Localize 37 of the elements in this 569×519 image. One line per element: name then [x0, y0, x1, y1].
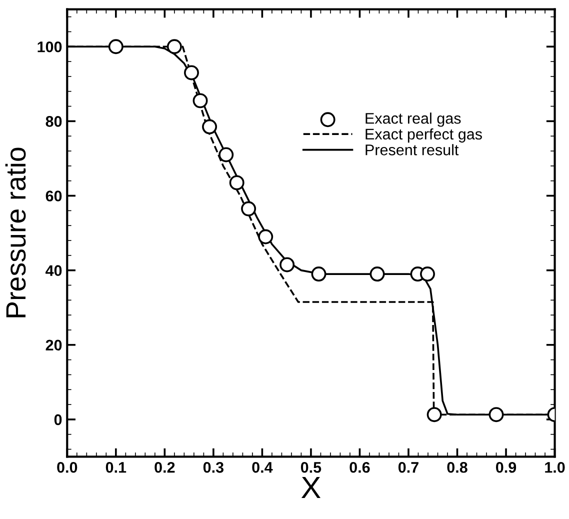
point — [311, 266, 326, 282]
x-tick-label: 0.0 — [57, 462, 78, 473]
point — [202, 119, 218, 134]
point — [192, 93, 208, 108]
point — [241, 201, 256, 216]
point — [426, 407, 442, 422]
point — [108, 39, 124, 54]
point — [420, 266, 435, 282]
y-tick-label: 40 — [46, 265, 62, 276]
point — [229, 175, 244, 190]
x-tick-label: 0.2 — [154, 462, 175, 473]
x-axis-title: X — [301, 476, 321, 498]
point — [184, 65, 199, 80]
x-tick-label: 1.0 — [545, 462, 565, 473]
y-axis-title: Pressure ratio — [5, 148, 26, 318]
x-tick-label: 0.4 — [252, 462, 273, 473]
y-tick-label: 0 — [54, 414, 62, 426]
point — [280, 257, 295, 272]
y-tick-label: 80 — [46, 116, 62, 127]
legend-label: Exact perfect gas — [366, 128, 482, 143]
x-tick-label: 0.3 — [203, 462, 224, 473]
x-tick-label: 0.8 — [447, 462, 468, 473]
point — [218, 147, 234, 162]
legend-label: Present result — [366, 144, 459, 156]
point — [166, 39, 182, 54]
y-tick-label: 20 — [46, 340, 62, 351]
point — [370, 266, 385, 282]
x-tick-label: 0.9 — [496, 462, 516, 473]
y-tick-label: 60 — [46, 190, 62, 202]
x-tick-label: 0.5 — [300, 462, 322, 473]
point — [488, 407, 504, 422]
x-tick-label: 0.6 — [350, 462, 370, 473]
point — [258, 229, 274, 244]
x-tick-label: 0.7 — [398, 462, 418, 473]
legend-label: Exact real gas — [366, 112, 461, 127]
y-tick-label: 100 — [38, 41, 62, 52]
x-tick-label: 0.1 — [106, 462, 126, 473]
